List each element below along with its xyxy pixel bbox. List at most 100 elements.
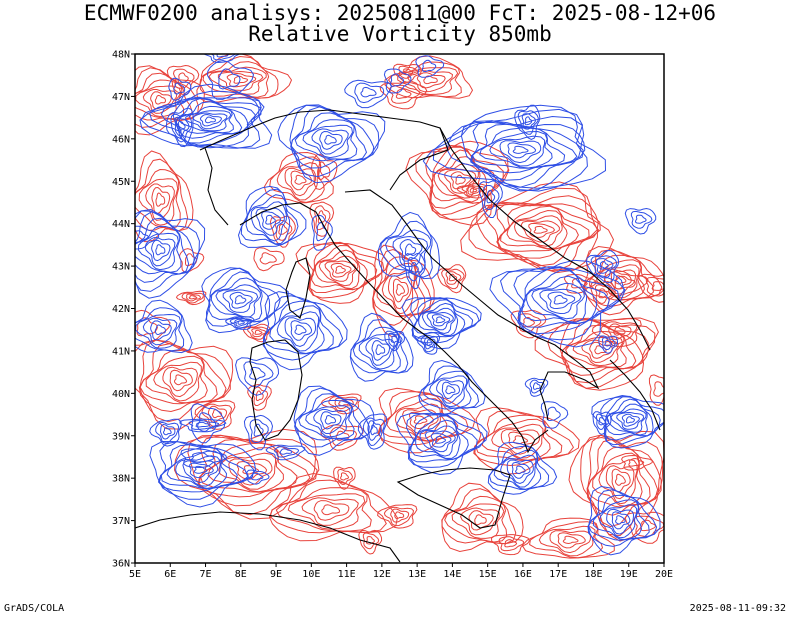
negative-vorticity-contour xyxy=(249,366,266,380)
negative-vorticity-contour xyxy=(139,83,273,149)
negative-vorticity-contour xyxy=(418,302,459,336)
positive-vorticity-contour xyxy=(568,430,664,542)
lon-tick-label: 15E xyxy=(479,569,497,580)
positive-vorticity-contour xyxy=(547,318,656,389)
positive-vorticity-contour xyxy=(138,178,179,226)
negative-vorticity-contour xyxy=(441,381,461,400)
positive-vorticity-contour xyxy=(528,222,556,238)
positive-vorticity-contour xyxy=(589,259,646,301)
negative-vorticity-contour xyxy=(305,405,351,438)
positive-vorticity-contour xyxy=(386,398,448,442)
positive-vorticity-contour xyxy=(565,330,627,368)
negative-vorticity-contour xyxy=(149,418,182,447)
positive-vorticity-contour xyxy=(207,405,228,423)
positive-vorticity-contour xyxy=(394,511,405,520)
negative-vorticity-contour xyxy=(178,105,234,134)
negative-vorticity-contour xyxy=(540,401,569,429)
negative-vorticity-contour xyxy=(634,214,647,224)
lat-tick-label: 45N xyxy=(112,177,130,188)
positive-vorticity-contour xyxy=(329,426,358,447)
negative-vorticity-contour xyxy=(517,110,539,135)
negative-vorticity-contour xyxy=(294,387,370,448)
positive-vorticity-contour xyxy=(202,61,270,98)
negative-vorticity-contour xyxy=(243,361,274,388)
positive-vorticity-contour xyxy=(135,150,194,243)
negative-vorticity-contour xyxy=(149,97,265,149)
negative-vorticity-contour xyxy=(195,421,211,428)
positive-vorticity-contour xyxy=(416,72,446,89)
negative-vorticity-contour xyxy=(229,317,253,329)
positive-vorticity-contour xyxy=(610,271,632,290)
positive-vorticity-contour xyxy=(150,91,172,110)
vorticity-field xyxy=(135,54,664,563)
negative-vorticity-contour xyxy=(524,116,533,126)
corsica xyxy=(285,257,311,319)
negative-vorticity-contour xyxy=(521,113,536,130)
negative-vorticity-contour xyxy=(362,417,385,447)
negative-vorticity-contour xyxy=(482,185,500,211)
negative-vorticity-contour xyxy=(598,335,618,354)
positive-vorticity-contour xyxy=(603,270,649,297)
negative-vorticity-contour xyxy=(423,370,472,409)
positive-vorticity-contour xyxy=(460,507,500,536)
lat-tick-label: 36N xyxy=(112,559,130,570)
negative-vorticity-contour xyxy=(421,307,456,335)
negative-vorticity-contour xyxy=(399,238,423,262)
positive-vorticity-contour xyxy=(520,220,560,243)
positive-vorticity-contour xyxy=(340,472,350,481)
positive-vorticity-contour xyxy=(287,493,366,530)
negative-vorticity-contour xyxy=(375,344,386,356)
positive-vorticity-contour xyxy=(651,281,664,291)
negative-vorticity-contour xyxy=(606,508,635,535)
negative-vorticity-contour xyxy=(197,412,217,432)
positive-vorticity-contour xyxy=(484,201,601,267)
balkan-coast xyxy=(439,127,651,351)
positive-vorticity-contour xyxy=(379,81,428,110)
negative-vorticity-contour xyxy=(592,499,643,541)
negative-vorticity-contour xyxy=(229,291,253,309)
positive-vorticity-contour xyxy=(187,434,320,516)
negative-vorticity-contour xyxy=(396,412,488,476)
negative-vorticity-contour xyxy=(435,316,446,324)
positive-vorticity-contour xyxy=(139,339,231,423)
lat-tick-label: 46N xyxy=(112,134,130,145)
positive-vorticity-contour xyxy=(259,252,277,265)
negative-vorticity-contour xyxy=(601,337,616,350)
negative-vorticity-contour xyxy=(294,324,307,336)
positive-vorticity-contour xyxy=(362,532,380,550)
negative-vorticity-contour xyxy=(245,194,291,245)
negative-vorticity-contour xyxy=(179,418,227,433)
negative-vorticity-contour xyxy=(371,340,391,361)
greece-coast xyxy=(609,359,661,431)
positive-vorticity-contour xyxy=(295,242,389,304)
positive-vorticity-contour xyxy=(533,225,548,234)
negative-vorticity-contour xyxy=(320,411,342,430)
positive-vorticity-contour xyxy=(233,75,249,84)
positive-vorticity-contour xyxy=(614,473,626,486)
positive-vorticity-contour xyxy=(460,181,615,271)
positive-vorticity-contour xyxy=(538,525,596,557)
lat-tick-label: 47N xyxy=(112,92,130,103)
positive-vorticity-contour xyxy=(337,468,353,485)
positive-vorticity-contour xyxy=(276,162,320,201)
positive-vorticity-contour xyxy=(621,454,653,471)
negative-vorticity-contour xyxy=(428,375,468,408)
lat-tick-label: 43N xyxy=(112,262,130,273)
positive-vorticity-contour xyxy=(390,508,410,523)
positive-vorticity-contour xyxy=(645,276,664,297)
negative-vorticity-contour xyxy=(377,211,441,280)
negative-vorticity-contour xyxy=(460,120,586,188)
positive-vorticity-contour xyxy=(586,439,659,516)
positive-vorticity-contour xyxy=(175,290,207,306)
alpine-borders xyxy=(199,109,449,191)
positive-vorticity-contour xyxy=(441,268,465,290)
positive-vorticity-contour xyxy=(398,65,419,79)
negative-vorticity-contour xyxy=(621,413,640,427)
negative-vorticity-contour xyxy=(250,201,288,242)
lon-axis: 5E 6E 7E 8E 9E 10E 11E 12E 13E 14E 15E 16E 17E 18E 19E… xyxy=(129,563,673,580)
positive-vorticity-contour xyxy=(608,323,632,341)
positive-vorticity-contour xyxy=(252,386,269,406)
africa-coast xyxy=(135,511,401,563)
positive-vorticity-contour xyxy=(562,535,579,545)
negative-vorticity-contour xyxy=(384,330,405,352)
